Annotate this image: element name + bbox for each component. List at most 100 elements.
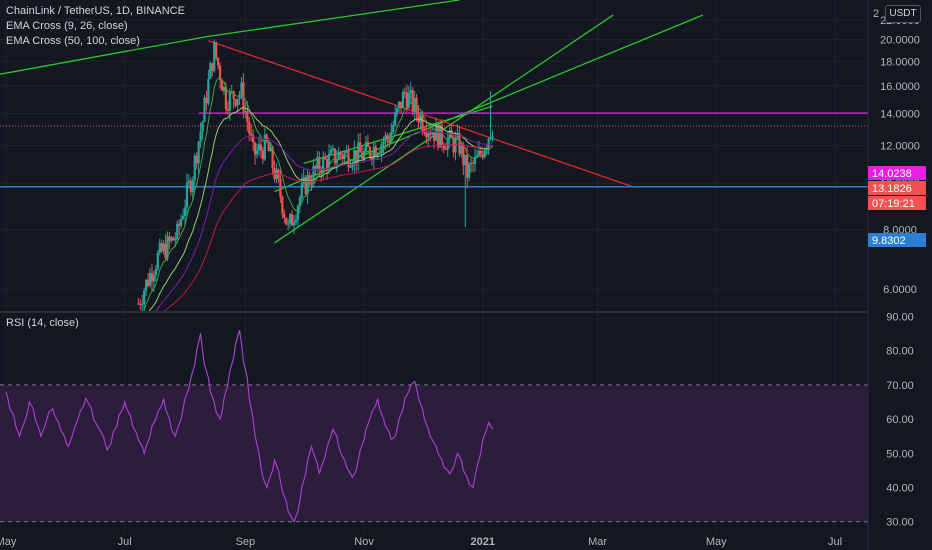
candle-body — [318, 157, 321, 170]
candle-body — [401, 91, 405, 109]
candle-body — [310, 183, 313, 185]
candle-body — [252, 135, 255, 143]
candle-body — [232, 91, 235, 100]
candle-body — [279, 178, 282, 197]
candle-body — [195, 155, 198, 164]
candle-body — [199, 131, 202, 142]
candle-body — [265, 134, 268, 142]
candle-body — [331, 148, 335, 150]
candle-body — [322, 156, 325, 174]
candle-body — [392, 124, 395, 132]
candle-body — [333, 148, 336, 164]
time-axis[interactable]: May Jul Sep Nov 2021 Mar May Jul — [0, 536, 842, 548]
rsi-tick-label: 50.00 — [886, 448, 914, 460]
candle-body — [174, 239, 177, 241]
candle-body — [431, 132, 434, 135]
candle-body — [250, 133, 253, 136]
candle-body — [253, 142, 257, 155]
time-tick-label: Jul — [828, 536, 842, 548]
rsi-band — [0, 384, 868, 523]
rsi-tick-label: 70.00 — [886, 380, 914, 392]
price-tick-label: 6.0000 — [883, 284, 917, 296]
candle-body — [267, 141, 270, 152]
price-tag-label: 13.1826 — [872, 183, 912, 195]
price-tick-label: 16.0000 — [880, 81, 920, 93]
candle-body — [343, 152, 346, 160]
symbol-title[interactable]: ChainLink / TetherUS, 1D, BINANCE — [6, 5, 185, 17]
candle-body — [366, 142, 370, 148]
candle-body — [471, 162, 475, 164]
candle-body — [203, 97, 206, 122]
candle-body — [246, 111, 249, 123]
candle-body — [218, 65, 222, 81]
candle-body — [335, 159, 338, 164]
ema-cross-2-label[interactable]: EMA Cross (50, 100, close) — [6, 35, 140, 47]
red-trend-line — [208, 39, 635, 189]
candle-body — [390, 131, 393, 144]
candle-body — [306, 175, 309, 194]
candle-body — [263, 134, 266, 160]
candle-body — [378, 153, 381, 155]
candle-body — [217, 57, 220, 66]
candle-body — [215, 42, 218, 58]
ema-100-line — [163, 143, 493, 311]
time-tick-label: Nov — [354, 536, 374, 548]
candle-body — [226, 109, 229, 111]
candle-body — [201, 121, 204, 132]
price-tag-box — [868, 233, 926, 247]
candle-body — [160, 243, 163, 252]
candle-body — [257, 144, 261, 151]
candle-body — [154, 269, 157, 276]
currency-button[interactable]: USDT — [885, 5, 921, 23]
candle-body — [141, 304, 144, 306]
ema-cross-1-label[interactable]: EMA Cross (9, 26, close) — [6, 20, 128, 32]
rsi-band-fill — [0, 384, 868, 522]
candle-body — [399, 101, 403, 109]
candle-body — [240, 82, 243, 95]
candle-body — [300, 183, 303, 198]
candle-body — [456, 133, 459, 138]
price-tick-label: 12.0000 — [880, 140, 920, 152]
candle-body — [380, 144, 383, 154]
rsi-tick-label: 80.00 — [886, 346, 914, 358]
price-tick-label: 20.0000 — [880, 35, 920, 47]
candle-body — [183, 207, 187, 217]
candle-body — [462, 144, 465, 166]
candle-body — [481, 153, 484, 158]
candle-body — [164, 243, 167, 259]
candle-body — [298, 197, 301, 207]
ema-50-line — [155, 130, 493, 311]
candle-body — [234, 99, 237, 106]
rsi-axis[interactable]: 30.00 40.00 50.00 60.00 70.00 80.00 90.00 — [886, 311, 914, 528]
candle-body — [320, 169, 323, 174]
candle-body — [491, 136, 494, 139]
candle-body — [290, 214, 294, 226]
candle-body — [413, 97, 416, 112]
candle-body — [364, 142, 368, 152]
candle-body — [359, 142, 362, 153]
candle-body — [394, 112, 397, 125]
candle-body — [211, 63, 214, 72]
time-tick-label: Sep — [236, 536, 256, 548]
candle-body — [292, 222, 296, 226]
rsi-label[interactable]: RSI (14, close) — [6, 317, 79, 329]
time-tick-label: May — [0, 536, 17, 548]
candle-body — [176, 223, 179, 240]
rsi-series-line — [5, 329, 494, 524]
candle-body — [327, 153, 331, 170]
candle-body — [228, 91, 231, 111]
candle-body — [329, 149, 333, 154]
candle-body — [477, 150, 480, 156]
candle-body — [166, 236, 169, 259]
candle-body — [281, 196, 284, 214]
candle-body — [372, 146, 375, 161]
candle-body — [191, 180, 194, 193]
price-axis[interactable]: 6.00008.000010.000012.000014.000016.0000… — [880, 15, 920, 296]
candle-body — [421, 115, 424, 132]
candle-body — [438, 124, 442, 148]
candle-body — [143, 290, 146, 305]
price-tag-box — [868, 196, 926, 210]
candle-body — [180, 218, 183, 227]
candle-body — [172, 237, 175, 241]
